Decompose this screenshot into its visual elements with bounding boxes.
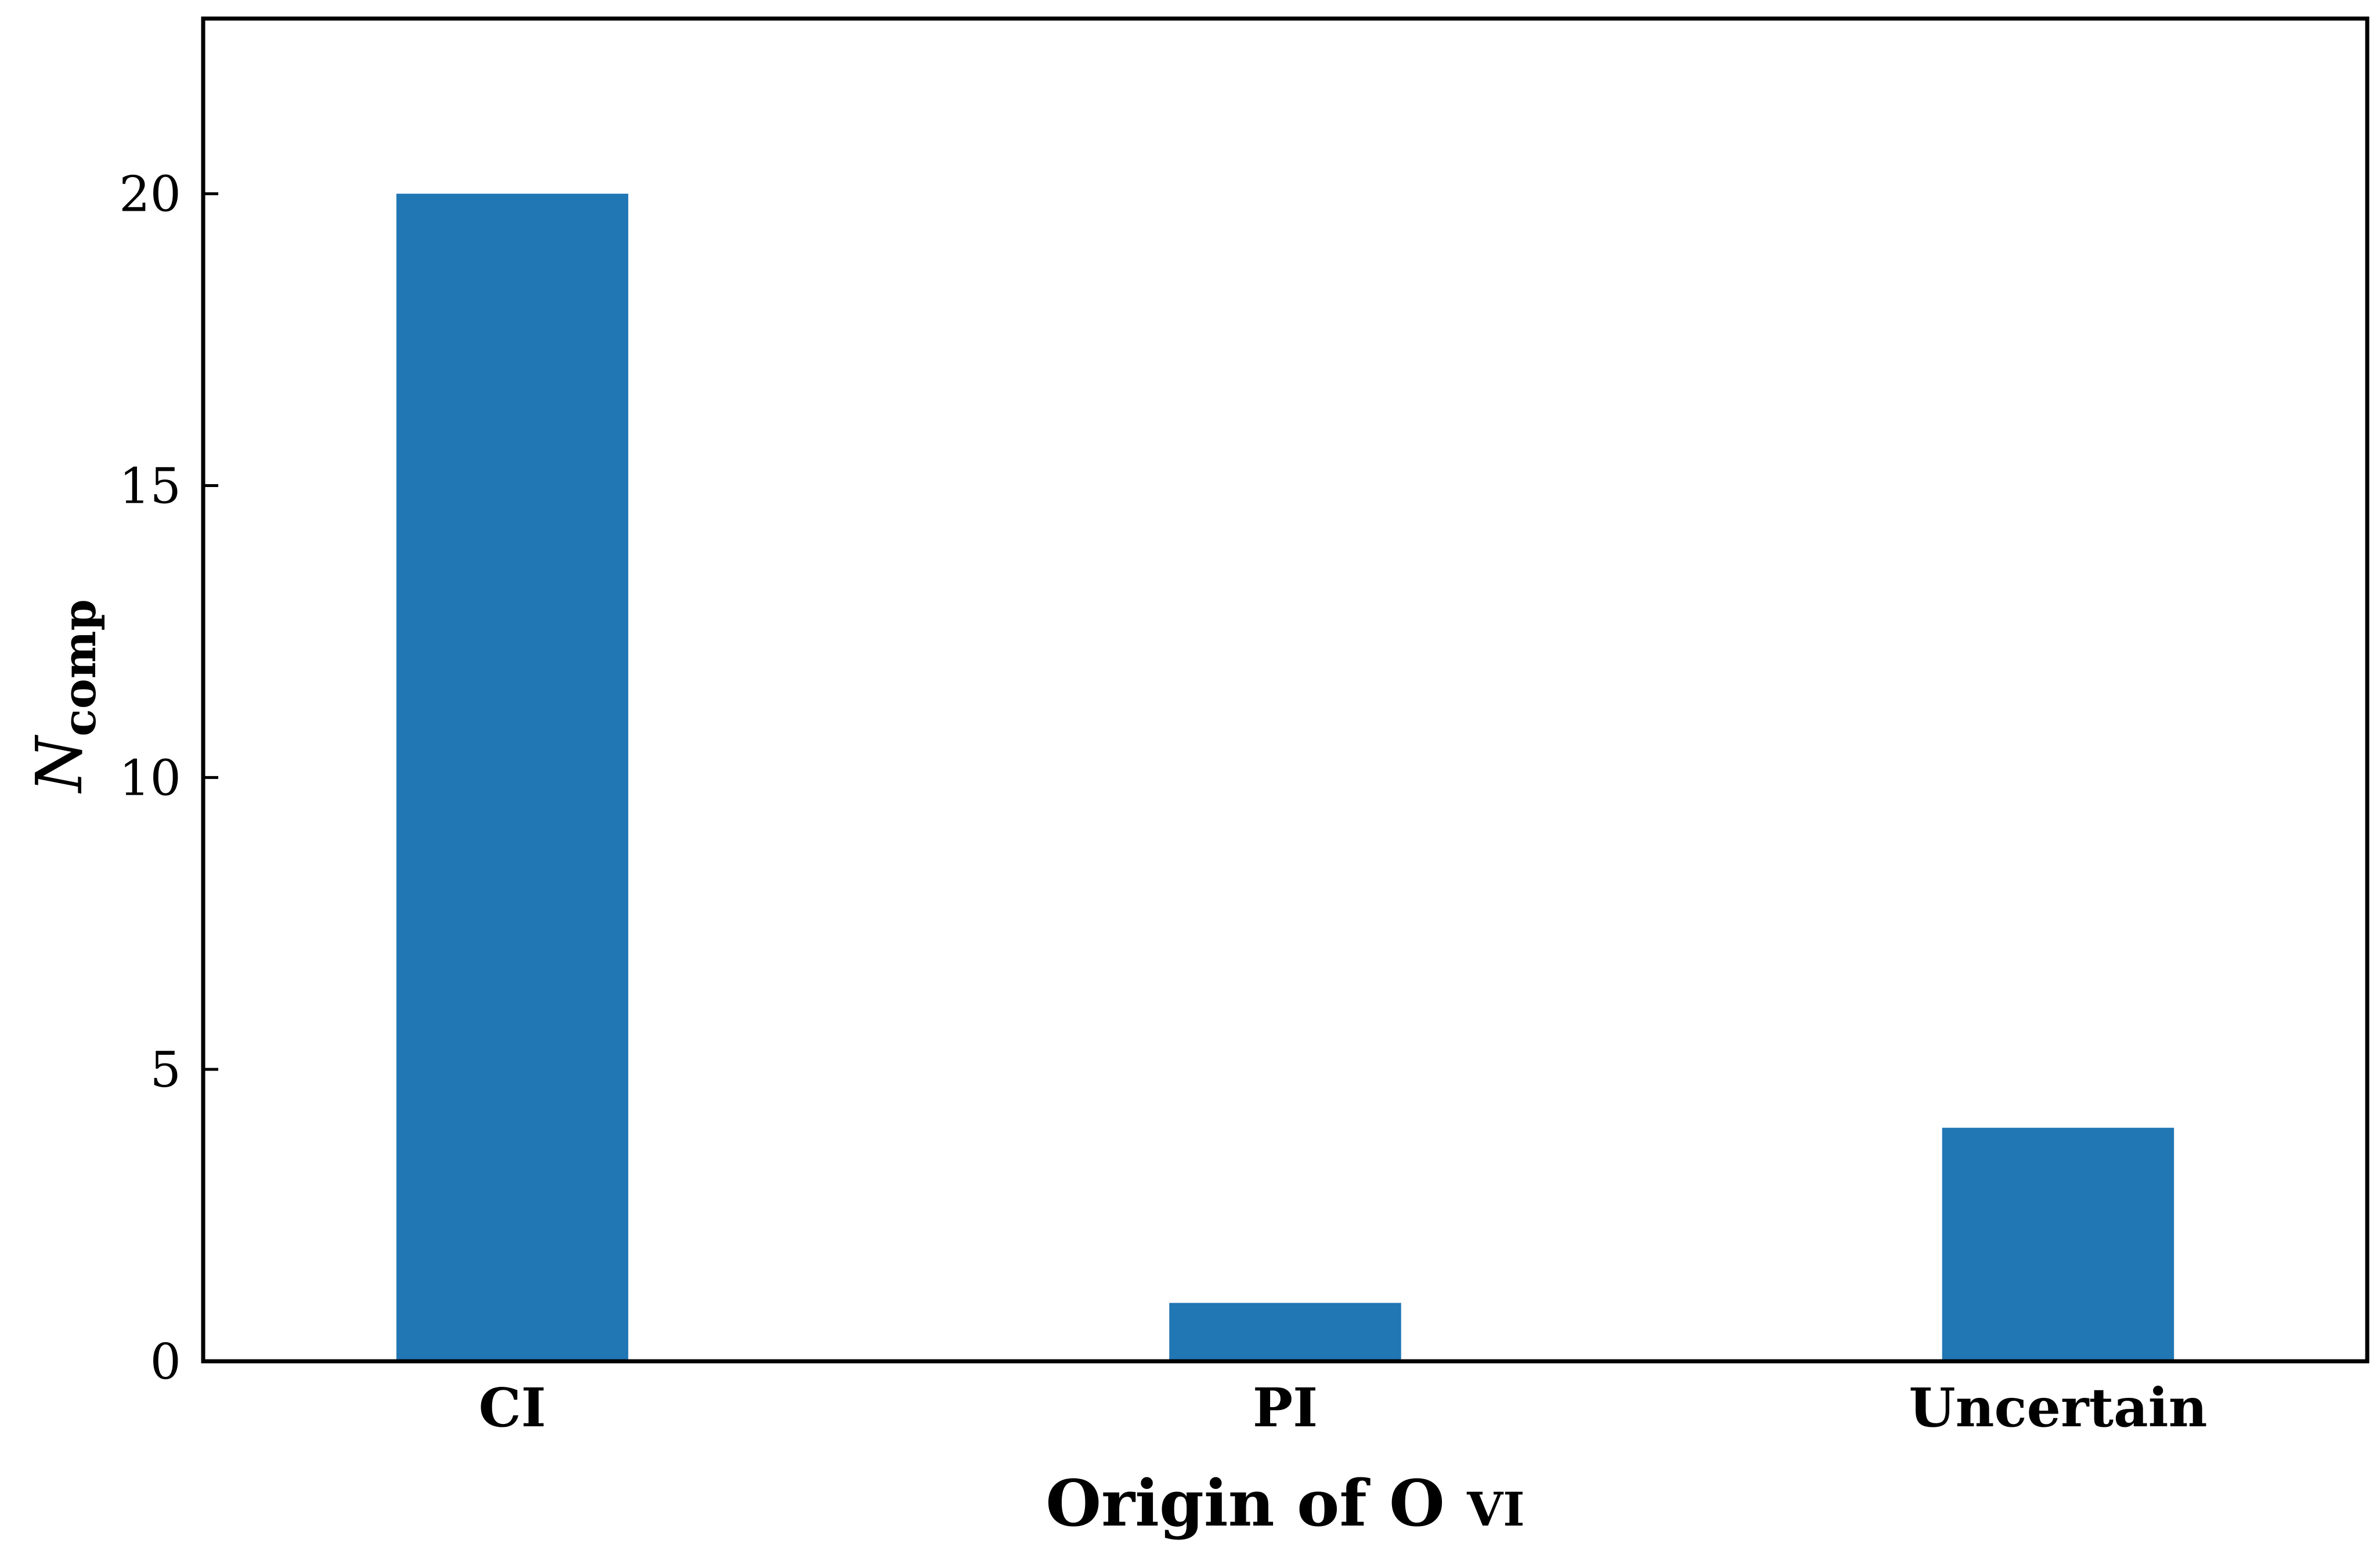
x-tick-label-pi: PI xyxy=(1253,1376,1318,1439)
x-tick-label-ci: CI xyxy=(478,1376,546,1439)
x-axis-ticks: CI PI Uncertain xyxy=(478,1376,2207,1439)
y-axis-title-subscript: comp xyxy=(53,599,106,737)
y-axis-title-main: N xyxy=(22,734,96,794)
bar-pi xyxy=(1169,1303,1401,1361)
bar-uncertain xyxy=(1942,1127,2175,1361)
y-tick-label-15: 15 xyxy=(119,458,181,515)
x-tick-label-uncertain: Uncertain xyxy=(1909,1376,2207,1439)
x-axis-title-ion: VI xyxy=(1466,1482,1525,1537)
y-tick-label-0: 0 xyxy=(150,1333,181,1390)
x-axis-title: Origin of O VI xyxy=(1045,1466,1524,1541)
y-axis-title: Ncomp xyxy=(22,599,106,794)
x-axis-title-main: Origin of O xyxy=(1045,1466,1467,1541)
y-tick-label-20: 20 xyxy=(119,166,181,223)
bars-layer xyxy=(396,193,2175,1361)
plot-frame xyxy=(201,16,2370,1364)
y-tick-label-10: 10 xyxy=(119,749,181,806)
bar-ci xyxy=(396,193,629,1361)
y-tick-label-5: 5 xyxy=(150,1041,181,1098)
